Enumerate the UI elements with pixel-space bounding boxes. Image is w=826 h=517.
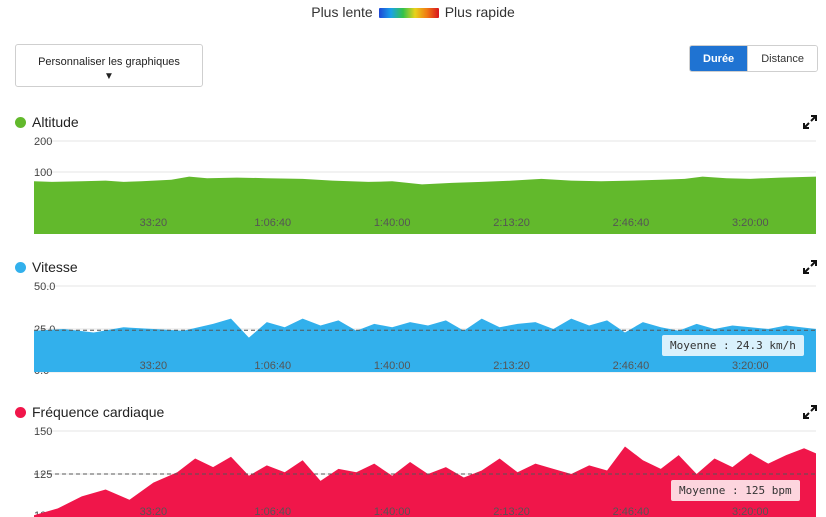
caret-down-icon: ▼ <box>104 71 114 82</box>
x-tick-label: 1:06:40 <box>254 217 291 229</box>
frequence-area-series <box>34 446 816 517</box>
x-tick-label: 1:06:40 <box>254 506 291 517</box>
x-tick-label: 2:13:20 <box>493 360 530 372</box>
expand-frequence-icon[interactable] <box>803 405 817 419</box>
speed-color-legend: Plus lente Plus rapide <box>0 4 826 20</box>
x-tick-label: 2:46:40 <box>613 506 650 517</box>
x-tick-label: 2:46:40 <box>613 217 650 229</box>
frequence-title: Fréquence cardiaque <box>15 403 164 421</box>
frequence-chart: 15012510033:201:06:401:40:002:13:202:46:… <box>34 426 816 517</box>
vitesse-title-text: Vitesse <box>32 259 78 275</box>
vitesse-dot-icon <box>15 261 26 273</box>
altitude-chart: 2001000-10033:201:06:401:40:002:13:202:4… <box>34 136 816 234</box>
altitude-dot-icon <box>15 116 26 128</box>
altitude-title: Altitude <box>15 113 79 131</box>
x-tick-label: 33:20 <box>140 360 168 372</box>
y-tick-label: 125 <box>34 469 52 481</box>
x-tick-label: 1:40:00 <box>374 506 411 517</box>
frequence-title-text: Fréquence cardiaque <box>32 404 165 420</box>
vitesse-chart: 50.025.00.033:201:06:401:40:002:13:202:4… <box>34 281 816 376</box>
frequence-average-label: Moyenne : 125 bpm <box>671 480 800 501</box>
x-tick-label: 33:20 <box>140 217 168 229</box>
altitude-area-series <box>34 176 816 234</box>
toggle-distance-button[interactable]: Distance <box>747 46 817 71</box>
toggle-duree-button[interactable]: Durée <box>690 46 748 71</box>
frequence-dot-icon <box>15 406 26 418</box>
vitesse-title: Vitesse <box>15 258 78 276</box>
x-tick-label: 3:20:00 <box>732 217 769 229</box>
y-tick-label: 50.0 <box>34 281 55 293</box>
x-tick-label: 3:20:00 <box>732 360 769 372</box>
expand-vitesse-icon[interactable] <box>803 260 817 274</box>
customize-charts-button[interactable]: Personnaliser les graphiques ▼ <box>15 44 203 87</box>
x-tick-label: 2:13:20 <box>493 217 530 229</box>
x-tick-label: 3:20:00 <box>732 506 769 517</box>
x-tick-label: 2:46:40 <box>613 360 650 372</box>
vitesse-area-series <box>34 318 816 372</box>
x-tick-label: 2:13:20 <box>493 506 530 517</box>
x-tick-label: 33:20 <box>140 506 168 517</box>
y-tick-label: 200 <box>34 136 52 148</box>
legend-gradient-bar <box>378 8 439 19</box>
legend-slow-label: Plus lente <box>311 4 373 20</box>
y-tick-label: 150 <box>34 426 52 438</box>
customize-charts-label: Personnaliser les graphiques <box>38 56 180 68</box>
legend-fast-label: Plus rapide <box>444 4 515 20</box>
x-tick-label: 1:40:00 <box>374 360 411 372</box>
y-tick-label: 100 <box>34 167 52 179</box>
altitude-title-text: Altitude <box>32 114 79 130</box>
vitesse-average-label: Moyenne : 24.3 km/h <box>662 335 804 356</box>
x-axis-mode-toggle: Durée Distance <box>689 45 818 72</box>
expand-altitude-icon[interactable] <box>803 115 817 129</box>
x-tick-label: 1:40:00 <box>374 217 411 229</box>
x-tick-label: 1:06:40 <box>254 360 291 372</box>
